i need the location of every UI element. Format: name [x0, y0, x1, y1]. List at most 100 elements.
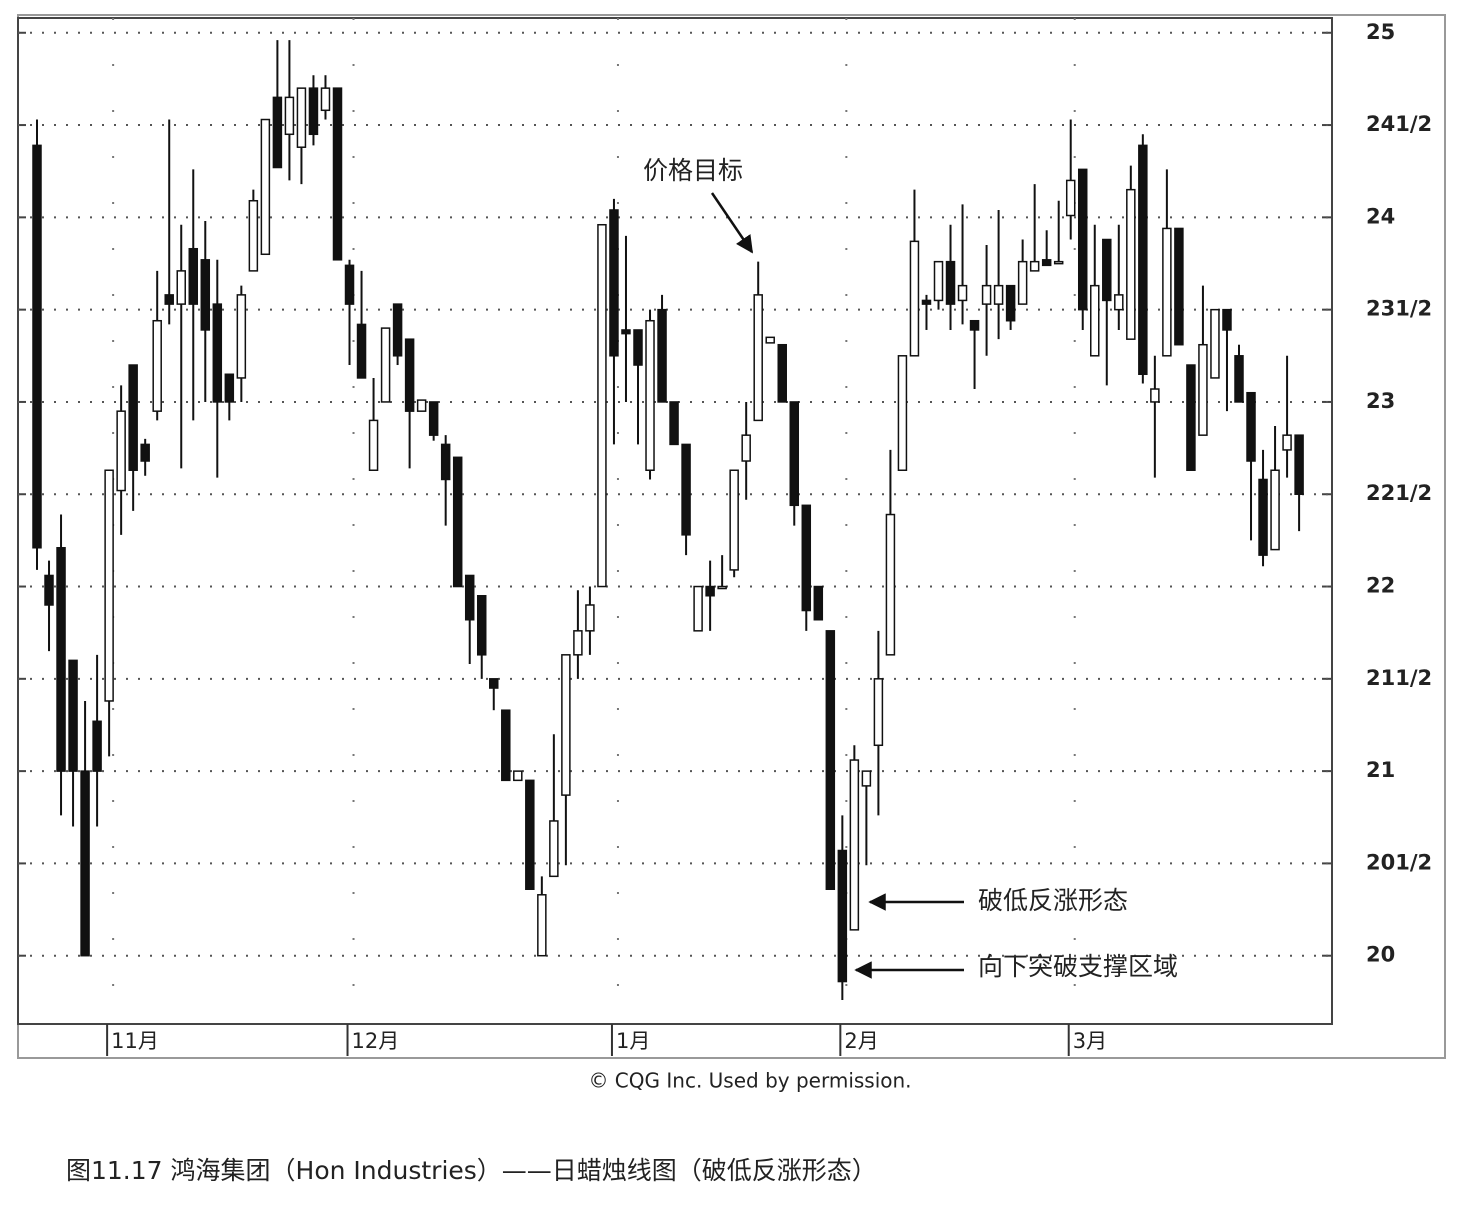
candle-body — [380, 327, 391, 403]
candle-body — [476, 595, 487, 656]
candle-body — [260, 118, 271, 256]
candle-body — [116, 410, 126, 492]
candle-body — [1150, 388, 1160, 403]
candle-body — [344, 264, 355, 305]
candle-body — [92, 720, 102, 772]
candle-body — [104, 469, 114, 702]
candle-body — [693, 585, 703, 632]
annotation: 向下突破支撑区域 — [978, 952, 1178, 981]
caption: 图11.17 鸿海集团（Hon Industries）——日蜡烛线图（破低反涨形… — [66, 1156, 877, 1185]
candle-body — [1198, 343, 1208, 436]
candle-body — [440, 443, 451, 481]
plot-frame — [17, 17, 1333, 1025]
candle-body — [933, 260, 944, 302]
candle-body — [597, 223, 607, 588]
candle-body — [645, 319, 655, 471]
candle-body — [464, 574, 475, 621]
x-tick-label: 11月 — [111, 1029, 159, 1053]
candle-body — [1053, 260, 1064, 265]
candle-body — [1005, 284, 1016, 322]
y-tick-label: 231/2 — [1366, 297, 1432, 321]
candle-body — [428, 401, 439, 436]
candle-body — [993, 284, 1004, 305]
candle-body — [200, 259, 211, 331]
y-tick-label: 25 — [1366, 20, 1395, 44]
y-tick-label: 211/2 — [1366, 666, 1432, 690]
candle-body — [849, 759, 860, 931]
candle-body — [176, 270, 186, 305]
candle-body — [80, 770, 90, 957]
candle-body — [705, 585, 715, 597]
candle-body — [681, 443, 691, 536]
y-tick-label: 241/2 — [1366, 112, 1432, 136]
candle-body — [1126, 188, 1136, 340]
candle-body — [1077, 168, 1088, 311]
candle-body — [1090, 284, 1100, 357]
candle-body — [753, 294, 763, 422]
source-note: © CQG Inc. Used by permission. — [588, 1069, 911, 1093]
candle-body — [248, 199, 259, 272]
candle-body — [1234, 355, 1244, 403]
candle-body — [981, 284, 992, 305]
candle-body — [861, 770, 872, 787]
candle-body — [741, 434, 751, 462]
candle-body — [1162, 227, 1172, 357]
candle-body — [765, 336, 775, 344]
candle-body — [657, 308, 667, 403]
candle-body — [573, 630, 583, 656]
candle-body — [945, 260, 956, 305]
candle-body — [1114, 294, 1124, 311]
candle-body — [368, 419, 379, 471]
y-tick-label: 221/2 — [1366, 481, 1432, 505]
candle-body — [837, 849, 848, 983]
candle-body — [56, 547, 66, 772]
candle-body — [561, 654, 571, 796]
candle-body — [729, 469, 739, 571]
candle-body — [1246, 391, 1256, 462]
candle-body — [212, 303, 223, 403]
candle-body — [308, 87, 319, 136]
candle-body — [1065, 179, 1076, 217]
y-tick-label: 20 — [1366, 943, 1395, 967]
candle-body — [537, 894, 547, 957]
candle-body — [789, 401, 800, 507]
candle-body — [609, 209, 619, 357]
candle-body — [296, 87, 307, 148]
candle-body — [164, 294, 174, 305]
candle-body — [452, 456, 463, 588]
candle-body — [1294, 434, 1304, 495]
y-tick-label: 201/2 — [1366, 850, 1432, 874]
candle-body — [801, 504, 812, 612]
candle-body — [416, 399, 427, 412]
candle-body — [777, 343, 787, 403]
candle-body — [392, 303, 403, 357]
candle-body — [356, 323, 367, 379]
candle-body — [1258, 478, 1268, 556]
annotation: 破低反涨形态 — [978, 886, 1128, 915]
candle-body — [1186, 364, 1196, 471]
candle-body — [921, 299, 932, 305]
candle-body — [1222, 308, 1232, 331]
x-tick-label: 12月 — [352, 1029, 400, 1053]
candle-body — [525, 779, 535, 891]
candle-body — [1210, 308, 1220, 379]
candle-body — [284, 96, 295, 136]
candle-body — [1041, 259, 1052, 267]
y-tick-label: 21 — [1366, 758, 1395, 782]
candle-body — [969, 319, 980, 331]
candle-body — [140, 443, 150, 462]
candle-body — [404, 338, 415, 412]
y-tick-label: 22 — [1366, 574, 1395, 598]
candle-body — [320, 87, 331, 112]
candle-body — [1174, 227, 1184, 346]
annotation-arrow — [710, 192, 754, 254]
candle-body — [1138, 144, 1148, 376]
x-tick-label: 1月 — [616, 1029, 650, 1053]
candle-body — [236, 294, 247, 379]
candle-body — [1029, 260, 1040, 272]
candle-body — [717, 585, 727, 590]
y-tick-label: 24 — [1366, 204, 1395, 228]
candle-body — [957, 284, 968, 302]
